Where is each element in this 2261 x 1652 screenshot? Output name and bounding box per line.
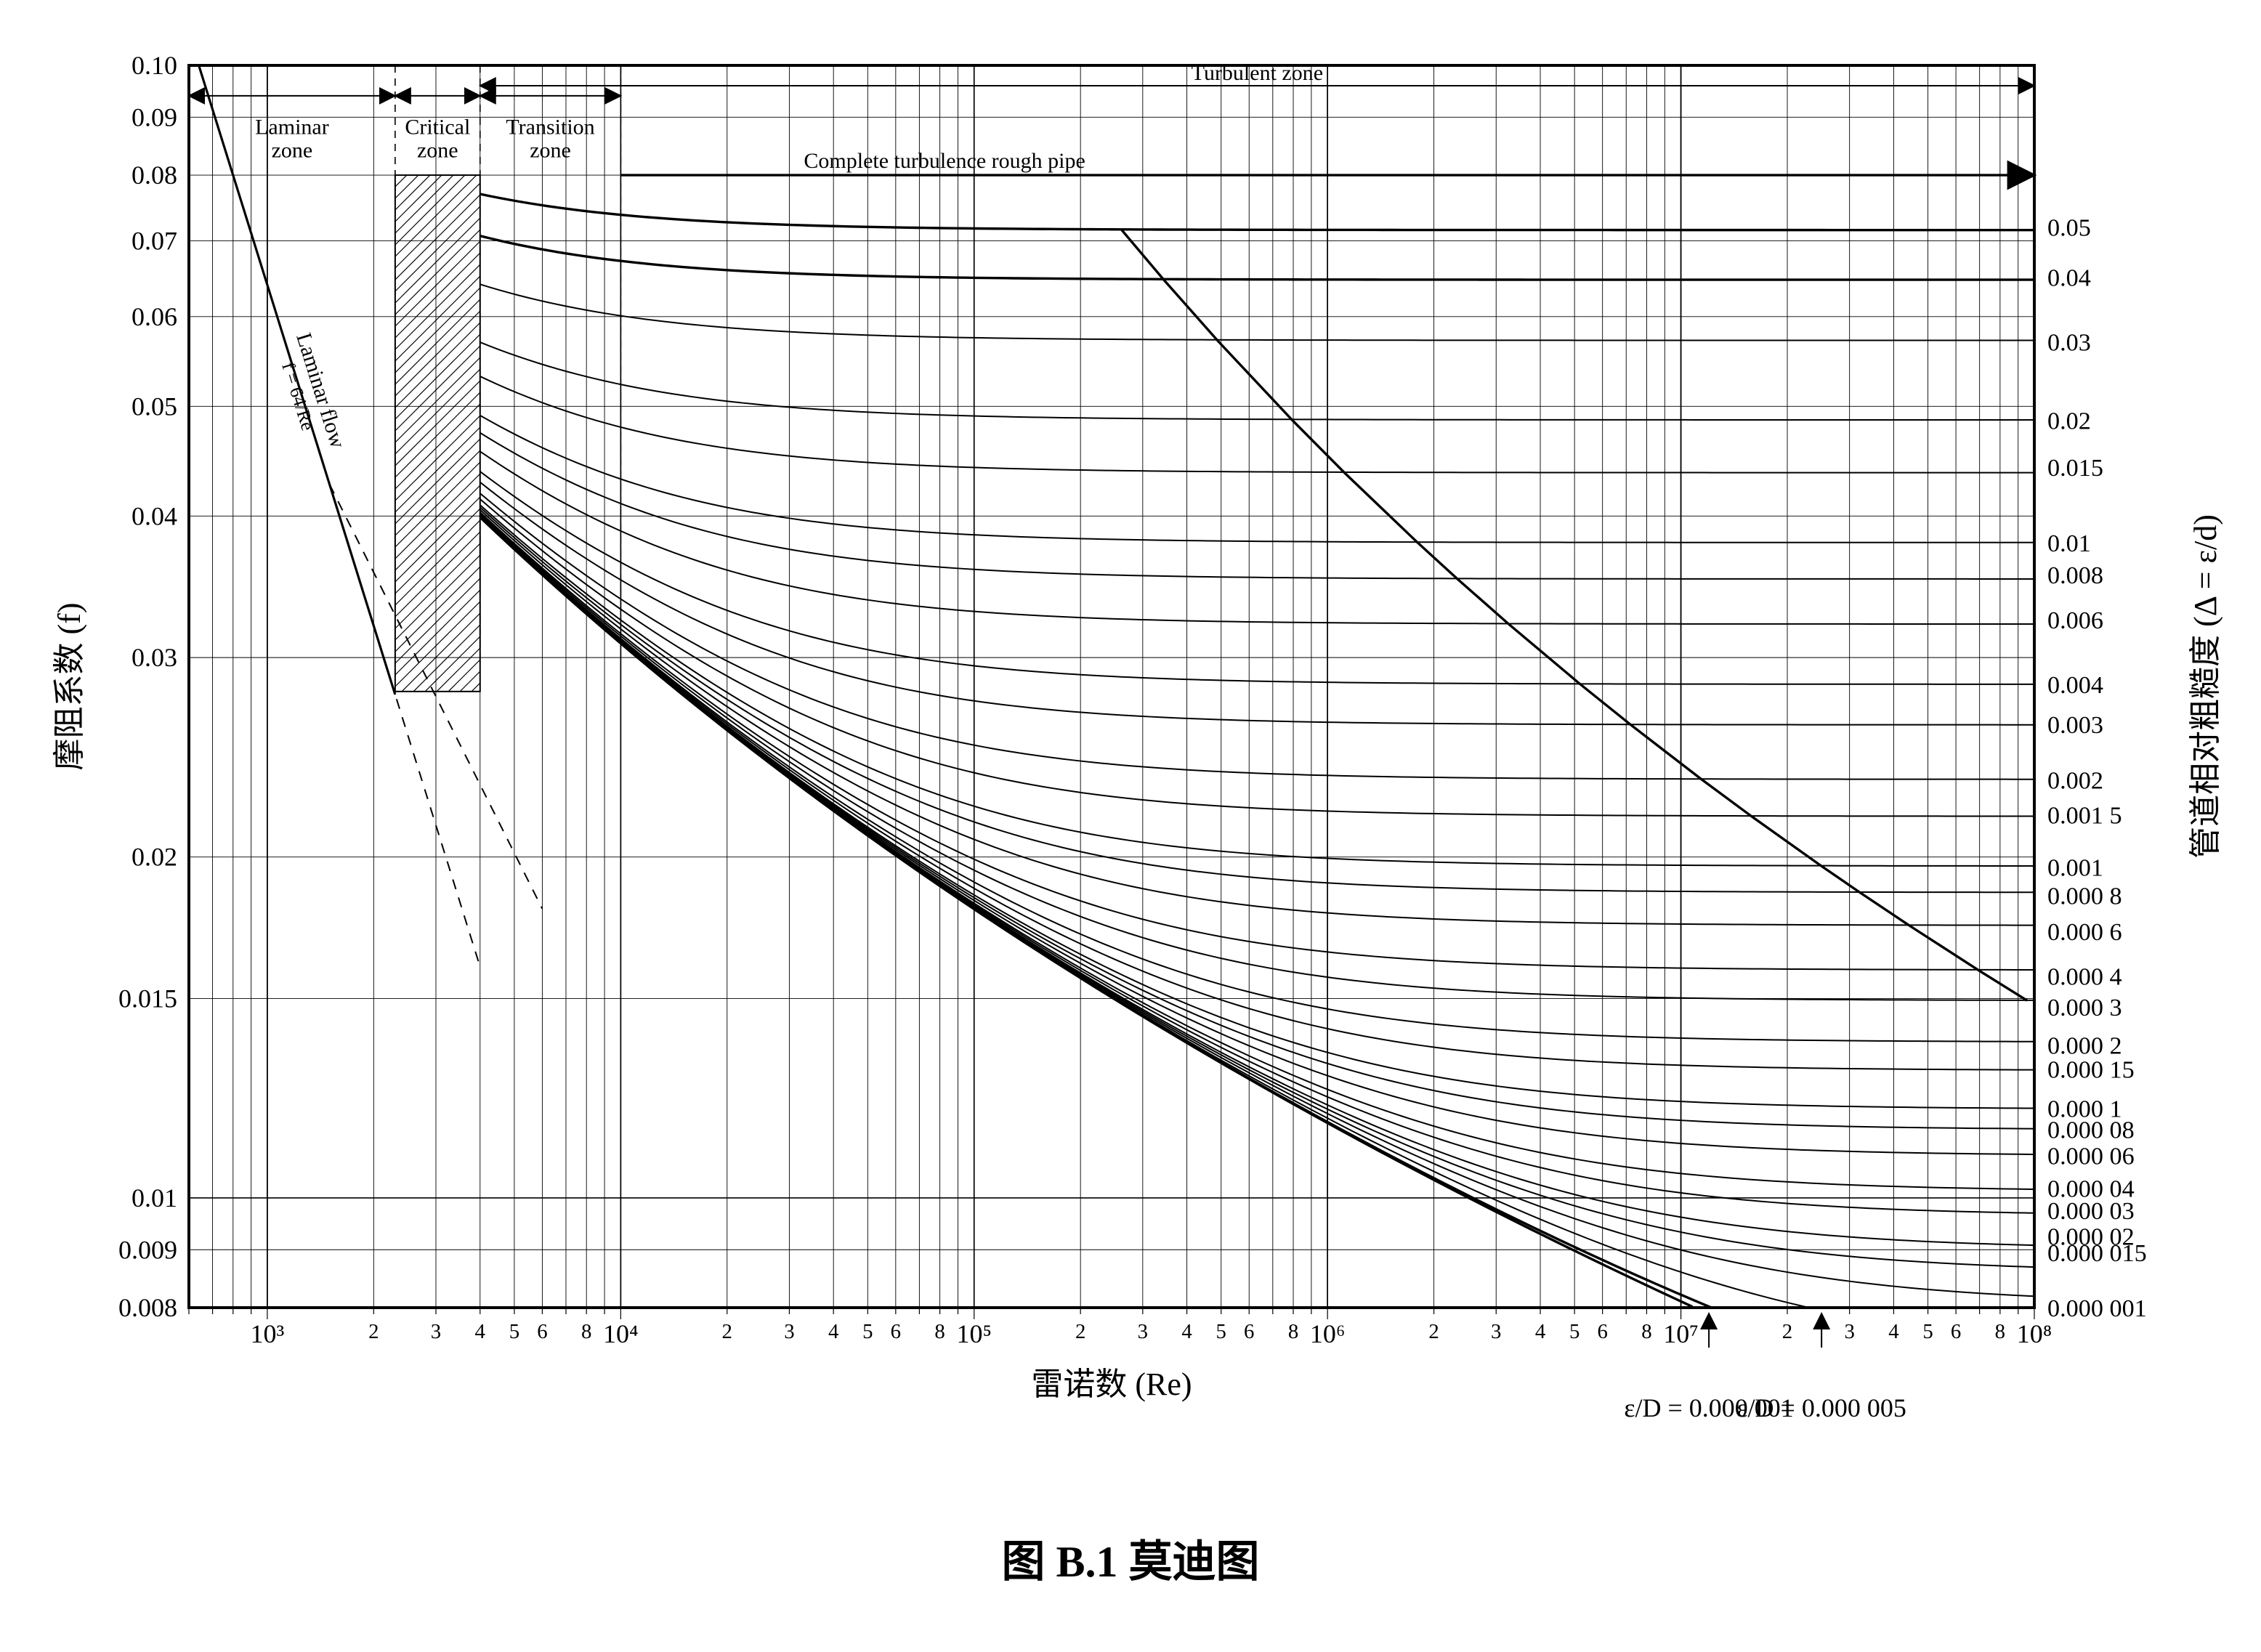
y-axis-label: 摩阻系数 (f) bbox=[52, 603, 87, 771]
x-minor-label: 5 bbox=[1569, 1320, 1580, 1343]
zone-label: Laminar bbox=[255, 115, 329, 139]
y-tick-label: 0.10 bbox=[132, 51, 177, 80]
zone-label: Turbulent zone bbox=[1192, 61, 1323, 85]
right-tick-label: 0.001 5 bbox=[2047, 802, 2122, 829]
zone-label: Critical bbox=[405, 115, 470, 139]
y-tick-label: 0.03 bbox=[132, 643, 177, 672]
x-minor-label: 6 bbox=[1951, 1320, 1961, 1343]
x-minor-label: 3 bbox=[1844, 1320, 1854, 1343]
x-tick-label: 10⁴ bbox=[603, 1319, 639, 1348]
x-minor-label: 5 bbox=[1922, 1320, 1933, 1343]
right-tick-label: 0.000 001 bbox=[2047, 1295, 2147, 1322]
x-minor-label: 2 bbox=[1428, 1320, 1439, 1343]
right-tick-label: 0.001 bbox=[2047, 854, 2103, 881]
x-minor-label: 4 bbox=[1181, 1320, 1192, 1343]
x-minor-label: 6 bbox=[1597, 1320, 1607, 1343]
right-axis-label: 管道相对粗糙度 (Δ = ε/d) bbox=[2188, 514, 2223, 859]
x-minor-label: 2 bbox=[1075, 1320, 1085, 1343]
x-minor-label: 6 bbox=[537, 1320, 547, 1343]
x-minor-label: 3 bbox=[1138, 1320, 1148, 1343]
x-minor-label: 2 bbox=[1782, 1320, 1792, 1343]
x-tick-label: 10⁷ bbox=[1663, 1319, 1699, 1348]
right-tick-label: 0.003 bbox=[2047, 712, 2103, 739]
right-tick-label: 0.04 bbox=[2047, 265, 2091, 292]
y-tick-label: 0.08 bbox=[132, 161, 177, 190]
x-minor-label: 6 bbox=[1244, 1320, 1254, 1343]
x-minor-label: 4 bbox=[1535, 1320, 1545, 1343]
x-minor-label: 5 bbox=[862, 1320, 873, 1343]
right-tick-label: 0.002 bbox=[2047, 767, 2103, 794]
figure-caption: 图 B.1 莫迪图 bbox=[1001, 1538, 1259, 1586]
right-tick-label: 0.03 bbox=[2047, 330, 2091, 357]
right-tick-label: 0.015 bbox=[2047, 455, 2103, 482]
x-minor-label: 5 bbox=[509, 1320, 519, 1343]
complete-turb-label: Complete turbulence rough pipe bbox=[804, 149, 1085, 173]
right-tick-label: 0.000 06 bbox=[2047, 1143, 2135, 1170]
right-tick-label: 0.006 bbox=[2047, 607, 2103, 634]
x-minor-label: 8 bbox=[581, 1320, 591, 1343]
x-axis-label: 雷诺数 (Re) bbox=[1031, 1366, 1192, 1402]
zone-label: zone bbox=[272, 138, 313, 162]
x-minor-label: 3 bbox=[1491, 1320, 1501, 1343]
right-tick-label: 0.000 3 bbox=[2047, 995, 2122, 1021]
right-tick-label: 0.000 15 bbox=[2047, 1056, 2135, 1083]
x-minor-label: 2 bbox=[368, 1320, 379, 1343]
x-minor-label: 6 bbox=[891, 1320, 901, 1343]
y-tick-label: 0.015 bbox=[118, 984, 177, 1013]
right-tick-label: 0.000 4 bbox=[2047, 964, 2122, 991]
x-minor-label: 2 bbox=[722, 1320, 732, 1343]
right-tick-label: 0.000 015 bbox=[2047, 1240, 2147, 1267]
y-tick-label: 0.008 bbox=[118, 1293, 177, 1322]
zone-label: Transition bbox=[506, 115, 594, 139]
x-minor-label: 3 bbox=[784, 1320, 794, 1343]
x-tick-label: 10⁵ bbox=[956, 1319, 992, 1348]
x-minor-label: 8 bbox=[1641, 1320, 1651, 1343]
right-tick-label: 0.05 bbox=[2047, 214, 2091, 241]
right-tick-label: 0.000 8 bbox=[2047, 883, 2122, 910]
x-minor-label: 5 bbox=[1216, 1320, 1226, 1343]
x-tick-label: 10³ bbox=[251, 1319, 285, 1348]
zone-label: zone bbox=[530, 138, 571, 162]
y-tick-label: 0.09 bbox=[132, 102, 177, 131]
y-tick-label: 0.02 bbox=[132, 843, 177, 872]
right-tick-label: 0.02 bbox=[2047, 408, 2091, 435]
y-tick-label: 0.07 bbox=[132, 226, 177, 255]
right-tick-label: 0.008 bbox=[2047, 562, 2103, 589]
right-tick-label: 0.01 bbox=[2047, 530, 2091, 557]
chart-bg bbox=[0, 0, 2261, 1652]
x-minor-label: 4 bbox=[828, 1320, 838, 1343]
x-minor-label: 8 bbox=[1995, 1320, 2005, 1343]
x-tick-label: 10⁶ bbox=[1310, 1319, 1346, 1348]
x-minor-label: 4 bbox=[1888, 1320, 1898, 1343]
x-minor-label: 3 bbox=[431, 1320, 441, 1343]
y-tick-label: 0.009 bbox=[118, 1235, 177, 1264]
y-tick-label: 0.04 bbox=[132, 501, 177, 530]
zone-label: zone bbox=[417, 138, 458, 162]
right-tick-label: 0.000 6 bbox=[2047, 919, 2122, 946]
y-tick-label: 0.01 bbox=[132, 1183, 177, 1212]
right-tick-label: 0.000 2 bbox=[2047, 1032, 2122, 1059]
annotation-label: ε/D = 0.000 005 bbox=[1736, 1393, 1906, 1422]
x-tick-label: 10⁸ bbox=[2017, 1319, 2052, 1348]
y-tick-label: 0.06 bbox=[132, 302, 177, 331]
x-minor-label: 8 bbox=[934, 1320, 945, 1343]
y-tick-label: 0.05 bbox=[132, 392, 177, 421]
x-minor-label: 4 bbox=[475, 1320, 485, 1343]
right-tick-label: 0.000 03 bbox=[2047, 1198, 2135, 1225]
x-minor-label: 8 bbox=[1288, 1320, 1298, 1343]
right-tick-label: 0.004 bbox=[2047, 672, 2103, 699]
right-tick-label: 0.000 08 bbox=[2047, 1117, 2135, 1143]
